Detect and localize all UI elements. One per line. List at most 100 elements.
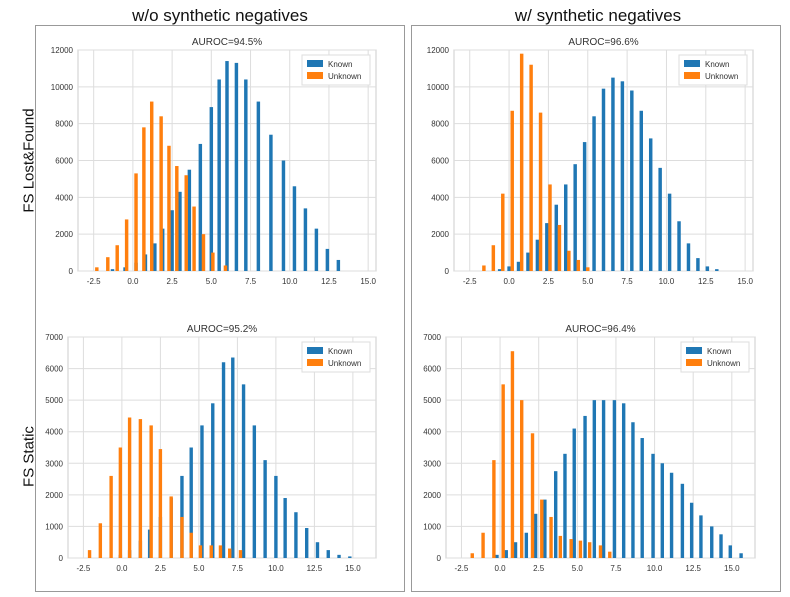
unknown-bar bbox=[608, 551, 612, 558]
y-tick-label: 8000 bbox=[431, 120, 449, 129]
known-bar bbox=[553, 471, 558, 558]
known-bar bbox=[601, 400, 606, 558]
known-bar bbox=[513, 542, 518, 558]
known-bar bbox=[281, 160, 286, 271]
known-bar bbox=[689, 502, 694, 558]
unknown-bar bbox=[481, 532, 485, 558]
chart-title: AUROC=94.5% bbox=[192, 37, 262, 48]
plot-area bbox=[445, 336, 756, 559]
known-bar bbox=[305, 528, 309, 558]
known-bar bbox=[283, 498, 287, 558]
known-bar bbox=[348, 556, 352, 558]
chart-title: AUROC=96.6% bbox=[568, 37, 638, 48]
known-bar bbox=[728, 545, 732, 558]
y-tick-label: 3000 bbox=[423, 459, 441, 468]
known-bar bbox=[592, 116, 596, 271]
unknown-bar bbox=[138, 419, 143, 558]
known-bar bbox=[336, 259, 341, 271]
unknown-bar bbox=[548, 184, 552, 271]
x-tick-label: 12.5 bbox=[685, 564, 701, 573]
known-bar bbox=[677, 221, 681, 271]
y-tick-label: 4000 bbox=[431, 193, 449, 202]
x-tick-label: 0.0 bbox=[495, 564, 507, 573]
known-legend-swatch bbox=[684, 60, 700, 67]
known-bar bbox=[640, 438, 644, 558]
known-bar bbox=[497, 269, 502, 271]
known-bar bbox=[315, 542, 320, 558]
known-legend-label: Known bbox=[707, 347, 731, 356]
unknown-legend-label: Unknown bbox=[705, 72, 738, 81]
known-legend-label: Known bbox=[328, 60, 352, 69]
y-tick-label: 7000 bbox=[45, 333, 63, 342]
chart-title: AUROC=95.2% bbox=[187, 324, 257, 335]
known-bar bbox=[221, 362, 226, 558]
unknown-bar bbox=[519, 53, 524, 271]
y-tick-label: 4000 bbox=[45, 428, 63, 437]
unknown-bar bbox=[134, 173, 138, 271]
known-bar bbox=[178, 191, 182, 271]
y-tick-label: 0 bbox=[445, 267, 450, 276]
chart-panel-2: -2.5 0.0 2.5 5.0 7.5 10.0 12.5 15.0 0 2000 4000 600… bbox=[427, 37, 754, 286]
known-bar bbox=[274, 475, 278, 558]
unknown-bar bbox=[127, 417, 132, 558]
known-bar bbox=[686, 243, 691, 271]
known-bar bbox=[612, 400, 617, 558]
known-bar bbox=[337, 554, 341, 558]
known-bar bbox=[554, 204, 559, 271]
known-bar bbox=[217, 79, 221, 271]
y-tick-label: 3000 bbox=[45, 459, 63, 468]
y-tick-label: 10000 bbox=[427, 83, 450, 92]
unknown-bar bbox=[184, 175, 188, 271]
known-bar bbox=[669, 472, 674, 558]
x-tick-label: 12.5 bbox=[698, 277, 714, 286]
known-bar bbox=[225, 61, 229, 271]
known-bar bbox=[715, 269, 719, 271]
known-bar bbox=[325, 248, 330, 271]
unknown-bar bbox=[228, 548, 232, 558]
y-tick-label: 2000 bbox=[45, 491, 63, 500]
known-bar bbox=[601, 88, 606, 271]
unknown-legend-swatch bbox=[684, 72, 700, 79]
unknown-bar bbox=[218, 545, 223, 558]
unknown-bar bbox=[189, 532, 193, 558]
known-bar bbox=[573, 164, 577, 271]
y-tick-label: 12000 bbox=[51, 46, 74, 55]
known-bar bbox=[198, 143, 203, 271]
unknown-bar bbox=[142, 127, 146, 271]
known-bar bbox=[170, 210, 174, 271]
known-bar bbox=[234, 62, 239, 272]
unknown-bar bbox=[558, 535, 563, 558]
y-tick-label: 0 bbox=[69, 267, 74, 276]
x-tick-label: 15.0 bbox=[360, 277, 376, 286]
unknown-bar bbox=[201, 234, 206, 271]
y-tick-label: 2000 bbox=[55, 230, 73, 239]
unknown-bar bbox=[124, 219, 129, 271]
known-bar bbox=[326, 550, 330, 558]
chart-title: AUROC=96.4% bbox=[565, 324, 635, 335]
unknown-legend-swatch bbox=[686, 359, 702, 366]
known-bar bbox=[611, 77, 615, 271]
x-tick-label: 2.5 bbox=[155, 564, 167, 573]
x-tick-label: 10.0 bbox=[659, 277, 675, 286]
x-tick-label: 10.0 bbox=[647, 564, 663, 573]
known-bar bbox=[516, 261, 521, 271]
unknown-bar bbox=[109, 475, 113, 558]
x-tick-label: 7.5 bbox=[232, 564, 244, 573]
y-tick-label: 1000 bbox=[45, 522, 63, 531]
known-bar bbox=[621, 403, 626, 558]
y-tick-label: 0 bbox=[59, 554, 64, 563]
known-legend-swatch bbox=[307, 347, 323, 354]
y-tick-label: 6000 bbox=[45, 365, 63, 374]
unknown-bar bbox=[501, 193, 505, 271]
known-bar bbox=[620, 81, 625, 271]
known-bar bbox=[648, 138, 653, 271]
known-legend-label: Known bbox=[705, 60, 729, 69]
x-tick-label: -2.5 bbox=[87, 277, 101, 286]
known-bar bbox=[639, 110, 643, 272]
unknown-bar bbox=[118, 447, 123, 558]
unknown-bar bbox=[180, 516, 184, 558]
y-tick-label: 4000 bbox=[55, 193, 73, 202]
y-tick-label: 5000 bbox=[45, 396, 63, 405]
known-bar bbox=[524, 532, 529, 558]
